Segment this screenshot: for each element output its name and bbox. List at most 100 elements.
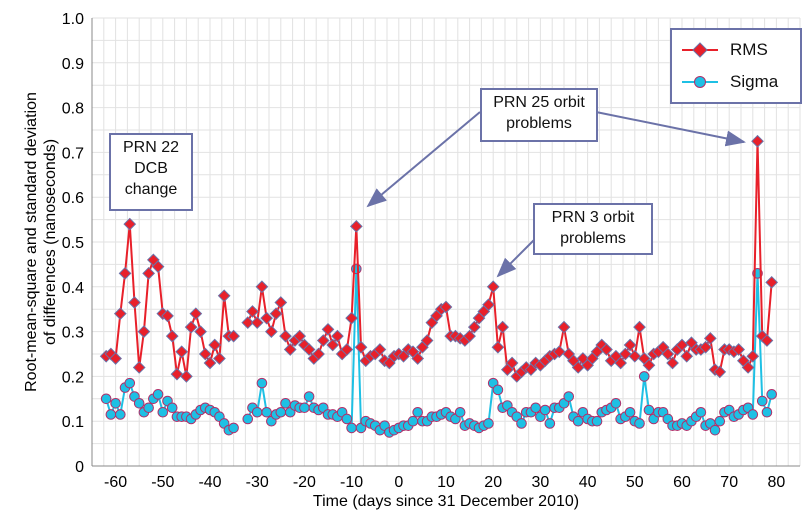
rms-point <box>703 331 717 345</box>
x-tick-label: 0 <box>394 474 403 491</box>
y-tick-label: 0 <box>75 459 84 476</box>
rms-point <box>283 343 297 356</box>
annotation-text: PRN 3 orbit <box>551 209 635 226</box>
rms-point <box>123 217 137 231</box>
rms-point <box>213 352 226 365</box>
annotation-prn22: PRN 22 DCB change <box>109 133 193 211</box>
x-tick-label: 30 <box>532 474 550 491</box>
rms-point <box>746 349 760 363</box>
annotation-prn25: PRN 25 orbit problems <box>480 88 598 142</box>
sigma-point <box>766 389 777 400</box>
rms-point <box>241 316 255 330</box>
rms-point <box>571 361 585 374</box>
sigma-point <box>454 406 466 418</box>
annotation-text: problems <box>560 230 626 247</box>
rms-line <box>105 223 234 377</box>
y-tick-label: 0.3 <box>62 325 84 342</box>
rms-legend-marker <box>692 42 708 58</box>
rms-point <box>354 340 368 354</box>
sigma-point <box>634 418 645 429</box>
rms-point <box>184 320 198 334</box>
rms-point <box>198 347 212 361</box>
sigma-point <box>110 397 121 409</box>
y-tick-label: 0.8 <box>62 101 84 118</box>
sigma-point <box>261 406 272 418</box>
sigma-point <box>563 391 575 402</box>
rms-point <box>765 275 779 289</box>
y-tick-label: 0.5 <box>62 235 84 252</box>
sigma-point <box>124 377 136 389</box>
rms-point <box>557 320 571 334</box>
sigma-point <box>133 397 145 409</box>
rms-point <box>321 322 335 336</box>
rms-point <box>411 352 425 365</box>
rms-point <box>675 338 689 352</box>
rms-point <box>439 300 453 314</box>
legend-label-rms: RMS <box>730 40 768 59</box>
rms-point <box>666 356 679 370</box>
rms-point <box>264 325 278 338</box>
y-tick-label: 1.0 <box>62 11 84 28</box>
x-tick-label: 20 <box>484 474 502 491</box>
rms-point <box>713 365 727 379</box>
sigma-point <box>100 393 112 405</box>
rms-point <box>113 307 127 321</box>
rms-point <box>227 329 240 343</box>
rms-point <box>486 280 500 294</box>
sigma-point <box>115 409 126 420</box>
y-axis-label-line1: Root-mean-square and standard deviation <box>23 92 40 392</box>
rms-point <box>463 329 476 343</box>
sigma-point <box>143 402 154 414</box>
legend: RMS Sigma <box>670 28 802 104</box>
rms-point <box>741 361 755 374</box>
sigma-point <box>275 406 287 418</box>
rms-point <box>302 343 316 356</box>
rms-point <box>161 309 174 323</box>
rms-point <box>312 347 325 361</box>
rms-point <box>661 347 675 361</box>
rms-point <box>680 349 694 363</box>
x-tick-label: 50 <box>626 474 644 491</box>
sigma-point <box>610 397 622 409</box>
rms-point <box>552 345 566 359</box>
rms-point <box>496 320 510 334</box>
sigma-point <box>157 406 169 418</box>
annotation-text: change <box>124 181 178 198</box>
sigma-point <box>228 422 239 434</box>
rms-point <box>118 266 132 280</box>
sigma-legend-marker <box>694 76 706 88</box>
rms-point <box>316 334 330 347</box>
rms-point <box>614 356 628 370</box>
annotation-prn3: PRN 3 orbit problems <box>533 203 653 255</box>
rms-point <box>128 296 141 309</box>
sigma-point <box>709 424 721 436</box>
rms-point <box>349 219 363 233</box>
x-tick-label: -20 <box>293 474 316 491</box>
rms-point <box>175 345 189 359</box>
sigma-point <box>346 422 357 434</box>
x-tick-label: -30 <box>246 474 269 491</box>
sigma-point <box>544 418 556 429</box>
rms-point <box>373 343 387 356</box>
sigma-point <box>591 415 603 427</box>
rms-point <box>628 349 642 363</box>
rms-point <box>165 329 179 343</box>
sigma-point <box>761 406 773 418</box>
rms-point <box>326 338 340 352</box>
y-tick-label: 0.2 <box>62 369 84 386</box>
x-tick-label: -60 <box>104 474 127 491</box>
sigma-point <box>492 384 504 396</box>
rms-point <box>732 343 746 356</box>
sigma-point <box>166 402 178 414</box>
rms-point <box>618 347 632 361</box>
sigma-point <box>303 391 315 402</box>
x-tick-label: -10 <box>340 474 363 491</box>
rms-point <box>600 343 613 356</box>
rms-point <box>132 361 146 374</box>
x-tick-label: -40 <box>198 474 221 491</box>
sigma-point <box>251 406 263 418</box>
rms-point <box>467 320 481 334</box>
sigma-point <box>242 413 254 425</box>
sigma-point <box>483 418 494 429</box>
